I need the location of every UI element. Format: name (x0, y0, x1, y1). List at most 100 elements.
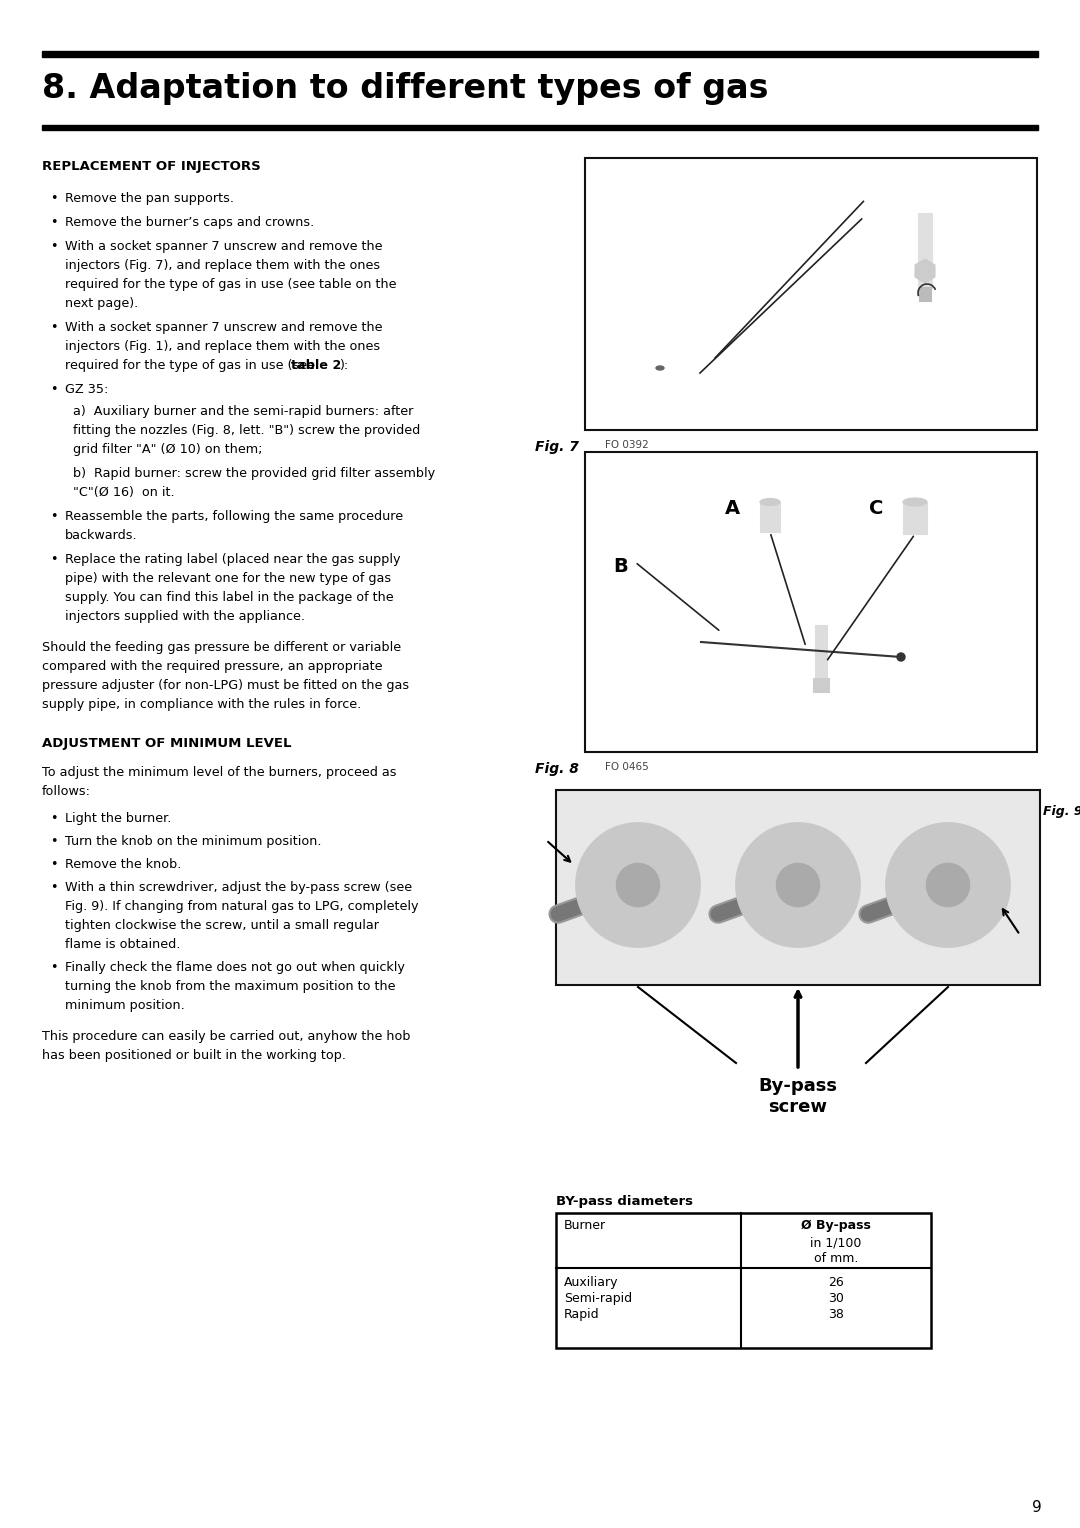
Text: 38: 38 (828, 1308, 843, 1322)
Text: tighten clockwise the screw, until a small regular: tighten clockwise the screw, until a sma… (65, 918, 379, 932)
Text: injectors (Fig. 7), and replace them with the ones: injectors (Fig. 7), and replace them wit… (65, 260, 380, 272)
Bar (585, 452, 1037, 752)
Circle shape (837, 176, 1013, 351)
Circle shape (927, 863, 970, 906)
Text: injectors (Fig. 1), and replace them with the ones: injectors (Fig. 1), and replace them wit… (65, 341, 380, 353)
Text: FO 0465: FO 0465 (605, 762, 649, 772)
Bar (42, 50, 1038, 57)
Circle shape (897, 652, 905, 662)
Text: Remove the knob.: Remove the knob. (65, 859, 181, 871)
Text: in 1/100: in 1/100 (810, 1238, 862, 1250)
Polygon shape (915, 260, 935, 283)
Text: With a socket spanner 7 unscrew and remove the: With a socket spanner 7 unscrew and remo… (65, 240, 382, 254)
Ellipse shape (590, 341, 730, 396)
Bar (918, 212, 932, 287)
Text: Burner: Burner (564, 1219, 606, 1232)
Text: follows:: follows: (42, 785, 91, 798)
Text: Turn the knob on the minimum position.: Turn the knob on the minimum position. (65, 834, 322, 848)
Text: supply pipe, in compliance with the rules in force.: supply pipe, in compliance with the rule… (42, 698, 361, 711)
Ellipse shape (903, 498, 927, 506)
Text: backwards.: backwards. (65, 529, 137, 542)
Text: Semi-rapid: Semi-rapid (564, 1293, 632, 1305)
Text: C: C (868, 500, 883, 518)
Text: Fig. 9: Fig. 9 (1043, 805, 1080, 817)
Text: With a thin screwdriver, adjust the by-pass screw (see: With a thin screwdriver, adjust the by-p… (65, 882, 413, 894)
Text: Rapid: Rapid (564, 1308, 599, 1322)
Text: This procedure can easily be carried out, anyhow the hob: This procedure can easily be carried out… (42, 1030, 410, 1044)
Bar (585, 157, 1037, 429)
Text: A: A (725, 500, 740, 518)
Text: fitting the nozzles (Fig. 8, lett. "B") screw the provided: fitting the nozzles (Fig. 8, lett. "B") … (73, 423, 420, 437)
Bar (556, 1213, 931, 1348)
Bar (556, 790, 1040, 986)
Text: pipe) with the relevant one for the new type of gas: pipe) with the relevant one for the new … (65, 571, 391, 585)
Text: •: • (50, 553, 57, 565)
Text: a)  Auxiliary burner and the semi-rapid burners: after: a) Auxiliary burner and the semi-rapid b… (73, 405, 414, 419)
Ellipse shape (656, 367, 664, 370)
Text: Ø By-pass: Ø By-pass (801, 1219, 870, 1232)
Text: required for the type of gas in use (see table on the: required for the type of gas in use (see… (65, 278, 396, 290)
Ellipse shape (701, 608, 941, 695)
Text: 30: 30 (828, 1293, 843, 1305)
Text: Finally check the flame does not go out when quickly: Finally check the flame does not go out … (65, 961, 405, 973)
Text: grid filter "A" (Ø 10) on them;: grid filter "A" (Ø 10) on them; (73, 443, 262, 455)
Text: 9: 9 (1032, 1500, 1042, 1514)
Text: compared with the required pressure, an appropriate: compared with the required pressure, an … (42, 660, 382, 672)
Text: Replace the rating label (placed near the gas supply: Replace the rating label (placed near th… (65, 553, 401, 565)
Text: •: • (50, 193, 57, 205)
Text: minimum position.: minimum position. (65, 999, 185, 1012)
Text: ADJUSTMENT OF MINIMUM LEVEL: ADJUSTMENT OF MINIMUM LEVEL (42, 736, 292, 750)
Text: Fig. 8: Fig. 8 (535, 762, 579, 776)
Bar (42, 125, 1038, 130)
Text: •: • (50, 882, 57, 894)
Circle shape (777, 863, 820, 906)
Text: •: • (50, 961, 57, 973)
Text: 26: 26 (828, 1276, 843, 1290)
Text: Reassemble the parts, following the same procedure: Reassemble the parts, following the same… (65, 510, 403, 523)
Text: b)  Rapid burner: screw the provided grid filter assembly: b) Rapid burner: screw the provided grid… (73, 468, 435, 480)
Text: next page).: next page). (65, 296, 138, 310)
Text: ):: ): (339, 359, 348, 371)
Bar (815, 625, 827, 680)
Text: Should the feeding gas pressure be different or variable: Should the feeding gas pressure be diffe… (42, 642, 401, 654)
Text: Light the burner.: Light the burner. (65, 811, 172, 825)
Circle shape (735, 824, 860, 947)
Text: supply. You can find this label in the package of the: supply. You can find this label in the p… (65, 591, 393, 604)
Text: FO 0392: FO 0392 (605, 440, 649, 451)
Text: Auxiliary: Auxiliary (564, 1276, 619, 1290)
Text: •: • (50, 859, 57, 871)
Text: 8. Adaptation to different types of gas: 8. Adaptation to different types of gas (42, 72, 769, 105)
Text: Remove the burner’s caps and crowns.: Remove the burner’s caps and crowns. (65, 215, 314, 229)
Text: pressure adjuster (for non-LPG) must be fitted on the gas: pressure adjuster (for non-LPG) must be … (42, 678, 409, 692)
Circle shape (886, 824, 1010, 947)
Text: •: • (50, 215, 57, 229)
Text: Fig. 9). If changing from natural gas to LPG, completely: Fig. 9). If changing from natural gas to… (65, 900, 419, 914)
Text: •: • (50, 834, 57, 848)
Text: of mm.: of mm. (814, 1251, 859, 1265)
Text: turning the knob from the maximum position to the: turning the knob from the maximum positi… (65, 979, 395, 993)
Circle shape (617, 863, 660, 906)
Text: By-pass
screw: By-pass screw (758, 1077, 837, 1115)
Text: B: B (613, 558, 627, 576)
Text: injectors supplied with the appliance.: injectors supplied with the appliance. (65, 610, 305, 623)
Ellipse shape (645, 362, 675, 374)
Ellipse shape (777, 634, 866, 669)
Text: •: • (50, 510, 57, 523)
Text: BY-pass diameters: BY-pass diameters (556, 1195, 693, 1209)
Text: •: • (50, 240, 57, 254)
Text: "C"(Ø 16)  on it.: "C"(Ø 16) on it. (73, 486, 175, 500)
Text: Fig. 7: Fig. 7 (535, 440, 579, 454)
Text: has been positioned or built in the working top.: has been positioned or built in the work… (42, 1050, 346, 1062)
Text: table 2: table 2 (291, 359, 341, 371)
Bar (760, 503, 780, 532)
Text: •: • (50, 321, 57, 335)
Ellipse shape (605, 347, 715, 390)
Circle shape (576, 824, 700, 947)
Text: •: • (50, 811, 57, 825)
Text: required for the type of gas in use (see: required for the type of gas in use (see (65, 359, 319, 371)
Text: •: • (50, 384, 57, 396)
Ellipse shape (666, 594, 976, 709)
Ellipse shape (760, 498, 780, 506)
Text: Remove the pan supports.: Remove the pan supports. (65, 193, 234, 205)
Text: To adjust the minimum level of the burners, proceed as: To adjust the minimum level of the burne… (42, 766, 396, 779)
